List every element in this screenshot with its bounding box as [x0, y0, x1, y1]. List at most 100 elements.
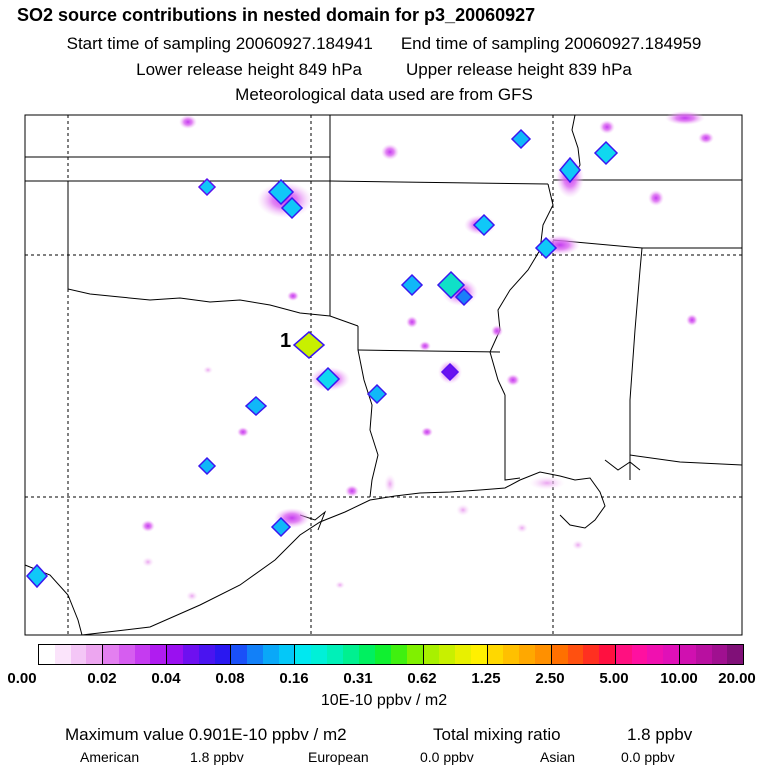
concentration-blob [516, 523, 528, 533]
concentration-peak [280, 196, 304, 220]
color-scale-swatch [39, 645, 55, 664]
concentration-peak [436, 270, 466, 300]
color-scale-swatch [519, 645, 535, 664]
sampling-times: Start time of sampling 20060927.184941 En… [0, 34, 768, 54]
color-scale-segment [551, 645, 616, 664]
color-scale-segment [231, 645, 296, 664]
concentration-blob [456, 504, 470, 516]
scale-tick: 20.00 [718, 670, 756, 687]
color-scale-swatch [455, 645, 471, 664]
concentration-peak [315, 366, 341, 392]
coast-segment [81, 471, 606, 636]
color-scale-swatch [118, 645, 135, 664]
color-scale-segment [295, 645, 360, 664]
color-scale-swatch [631, 645, 648, 664]
concentration-peaks [25, 128, 619, 589]
color-scale-swatch [391, 645, 407, 664]
end-time: End time of sampling 20060927.184959 [400, 34, 702, 53]
concentration-blob [237, 427, 249, 437]
concentration-peak [270, 516, 292, 538]
concentration-peak [292, 331, 326, 359]
color-scale-segment [39, 645, 104, 664]
color-scale-swatch [615, 645, 632, 664]
boundary [489, 183, 554, 396]
boundary [504, 395, 521, 481]
scale-tick: 0.16 [279, 670, 309, 687]
boundary [629, 454, 743, 466]
color-scale-swatch [198, 645, 215, 664]
scale-tick: 0.08 [215, 670, 245, 687]
color-scale-swatch [214, 645, 231, 664]
concentration-peak [454, 287, 474, 307]
asian-value: 0.0 ppbv [621, 749, 675, 765]
color-scale-swatch [551, 645, 568, 664]
american-value: 1.8 ppbv [190, 749, 244, 765]
concentration-peak [366, 383, 388, 405]
concentration-peak [197, 177, 217, 197]
upper-release-height: Upper release height 839 hPa [406, 60, 632, 79]
scale-units: 10E-10 ppbv / m2 [320, 692, 448, 709]
color-scale-swatch [311, 645, 327, 664]
concentration-blob [665, 111, 705, 125]
concentration-blob [529, 476, 565, 490]
concentration-blob [698, 132, 714, 144]
total-mixing-ratio-value: 1.8 ppbv [627, 725, 693, 744]
concentration-blob [506, 374, 520, 386]
concentration-peak [593, 140, 619, 166]
color-scale-swatch [599, 645, 615, 664]
concentration-blob [421, 427, 433, 437]
release-heights: Lower release height 849 hPa Upper releas… [0, 60, 768, 80]
color-scale-segment [487, 645, 552, 664]
color-scale-swatch [278, 645, 295, 664]
concentration-blob [179, 115, 197, 129]
source-marker-label: 1 [280, 330, 291, 352]
color-scale-swatch [695, 645, 712, 664]
coast-segment [604, 459, 641, 471]
asian-label: Asian [540, 749, 576, 765]
boundary [357, 349, 501, 353]
total-mixing-ratio-label: Total mixing ratio [433, 725, 561, 744]
concentration-blob [491, 325, 503, 337]
color-scale-swatch [182, 645, 199, 664]
color-scale-swatch [375, 645, 392, 664]
lower-release-height: Lower release height 849 hPa [136, 60, 362, 79]
concentration-peak [559, 156, 581, 184]
color-scale-swatch [103, 645, 119, 664]
color-scale-swatch [167, 645, 183, 664]
concentration-blob [384, 474, 396, 494]
color-scale-swatch [70, 645, 87, 664]
color-scale-swatch [487, 645, 504, 664]
color-scale-swatch [359, 645, 376, 664]
color-scale-swatch [150, 645, 167, 664]
concentration-peak [244, 395, 268, 417]
met-data-note: Meteorological data used are from GFS [235, 85, 533, 104]
color-scale-swatch [439, 645, 456, 664]
map-title: SO2 source contributions in nested domai… [17, 5, 536, 25]
color-scale-swatch [231, 645, 248, 664]
concentration-blob [141, 520, 155, 532]
maximum-value: Maximum value 0.901E-10 ppbv / m2 [65, 725, 347, 744]
color-scale-swatch [727, 645, 744, 664]
concentration-peak [197, 456, 217, 476]
state-boundaries [24, 114, 743, 636]
scale-tick: 0.04 [151, 670, 181, 687]
color-scale-segment [359, 645, 424, 664]
scale-tick: 2.50 [535, 670, 565, 687]
color-scale-segment [423, 645, 488, 664]
boundary [552, 239, 643, 480]
concentration-blob [186, 591, 198, 601]
color-scale-swatch [583, 645, 600, 664]
color-scale-swatch [503, 645, 520, 664]
color-scale-segment [679, 645, 744, 664]
concentration-peak [400, 273, 424, 297]
color-scale-segment [167, 645, 232, 664]
concentration-peak [440, 362, 460, 382]
scale-tick: 0.02 [87, 670, 117, 687]
map-frame [24, 114, 743, 636]
color-scale-swatch [406, 645, 423, 664]
concentration-blob [648, 190, 664, 206]
scale-tick: 10.00 [660, 670, 698, 687]
color-scale-swatch [326, 645, 343, 664]
color-scale-swatch [663, 645, 679, 664]
color-scale-swatch [247, 645, 263, 664]
